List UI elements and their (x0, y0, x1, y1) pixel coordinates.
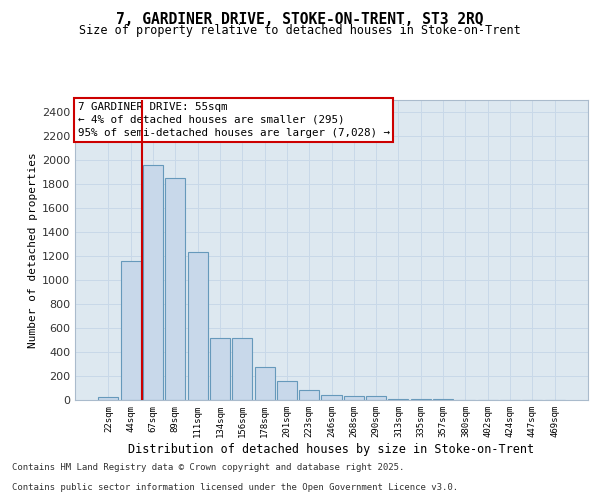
Bar (121, 261, 141, 400)
Bar (188, 252, 208, 400)
Text: Contains public sector information licensed under the Open Government Licence v3: Contains public sector information licen… (12, 484, 458, 492)
Bar (143, 165, 163, 400)
Bar (299, 390, 319, 400)
Bar (165, 178, 185, 400)
Bar (322, 394, 341, 400)
Bar (232, 338, 252, 400)
Bar (254, 367, 275, 400)
X-axis label: Distribution of detached houses by size in Stoke-on-Trent: Distribution of detached houses by size … (128, 442, 535, 456)
Bar (277, 382, 297, 400)
Text: 7, GARDINER DRIVE, STOKE-ON-TRENT, ST3 2RQ: 7, GARDINER DRIVE, STOKE-ON-TRENT, ST3 2… (116, 12, 484, 28)
Bar (210, 338, 230, 400)
Text: Size of property relative to detached houses in Stoke-on-Trent: Size of property relative to detached ho… (79, 24, 521, 37)
Text: 7 GARDINER DRIVE: 55sqm
← 4% of detached houses are smaller (295)
95% of semi-de: 7 GARDINER DRIVE: 55sqm ← 4% of detached… (77, 102, 389, 138)
Text: Contains HM Land Registry data © Crown copyright and database right 2025.: Contains HM Land Registry data © Crown c… (12, 464, 404, 472)
Bar (388, 399, 409, 400)
Bar (366, 396, 386, 400)
Y-axis label: Number of detached properties: Number of detached properties (28, 152, 38, 348)
Bar (344, 396, 364, 400)
Bar (98, 397, 118, 400)
